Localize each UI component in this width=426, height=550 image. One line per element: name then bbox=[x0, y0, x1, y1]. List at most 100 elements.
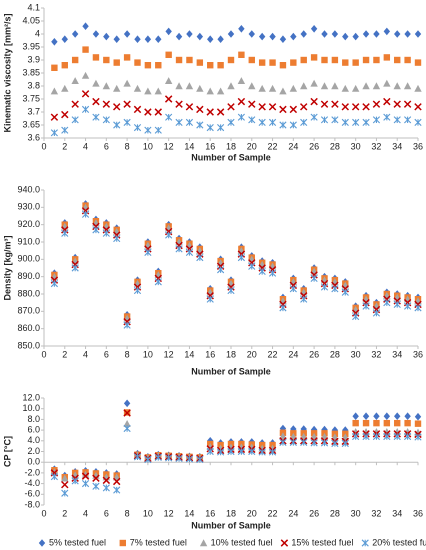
marker-x bbox=[133, 105, 142, 114]
marker-x bbox=[50, 113, 59, 121]
marker-square bbox=[165, 51, 172, 58]
marker-x bbox=[351, 309, 360, 317]
marker-x bbox=[144, 108, 152, 116]
marker-triangle bbox=[300, 82, 308, 90]
marker-triangle bbox=[268, 84, 277, 92]
marker-asterisk bbox=[206, 295, 214, 303]
x-tick-label: 22 bbox=[268, 349, 278, 359]
marker-square bbox=[321, 56, 328, 64]
marker-asterisk bbox=[268, 448, 277, 456]
marker-diamond bbox=[269, 32, 276, 41]
marker-diamond bbox=[414, 412, 422, 421]
marker-asterisk bbox=[61, 126, 69, 134]
marker-asterisk bbox=[268, 269, 277, 277]
y-tick-label: 3.65 bbox=[22, 119, 40, 129]
marker-diamond bbox=[362, 30, 370, 38]
marker-x bbox=[362, 103, 370, 111]
marker-triangle bbox=[113, 84, 121, 92]
marker-triangle bbox=[341, 84, 349, 92]
legend-label: 5% tested fuel bbox=[49, 537, 106, 547]
marker-diamond bbox=[248, 30, 255, 38]
marker-asterisk bbox=[320, 283, 329, 291]
marker-asterisk bbox=[361, 539, 369, 547]
x-axis-label: Number of Sample bbox=[191, 152, 271, 162]
marker-x bbox=[81, 207, 90, 215]
x-tick-label: 4 bbox=[83, 141, 88, 151]
marker-asterisk bbox=[310, 274, 318, 282]
marker-square bbox=[373, 56, 380, 64]
marker-diamond bbox=[290, 32, 297, 41]
x-tick-label: 32 bbox=[371, 349, 381, 359]
marker-asterisk bbox=[268, 118, 277, 126]
y-tick-label: 3.6 bbox=[27, 132, 40, 142]
marker-asterisk bbox=[362, 432, 370, 441]
marker-triangle bbox=[414, 84, 422, 92]
marker-triangle bbox=[237, 77, 246, 84]
y-tick-label: 910.0 bbox=[17, 236, 40, 246]
marker-diamond bbox=[38, 539, 46, 547]
marker-x bbox=[144, 245, 152, 253]
marker-diamond bbox=[352, 412, 359, 420]
marker-asterisk bbox=[372, 116, 381, 124]
x-tick-label: 10 bbox=[143, 141, 153, 151]
marker-triangle bbox=[50, 468, 59, 476]
marker-asterisk bbox=[133, 286, 142, 295]
marker-x bbox=[216, 262, 225, 270]
marker-asterisk bbox=[383, 299, 391, 307]
marker-x bbox=[289, 105, 298, 114]
marker-asterisk bbox=[102, 229, 110, 237]
marker-square bbox=[414, 59, 422, 66]
marker-x bbox=[268, 103, 277, 111]
marker-diamond bbox=[92, 30, 100, 38]
marker-asterisk bbox=[50, 280, 58, 288]
marker-asterisk bbox=[310, 113, 318, 121]
marker-asterisk bbox=[248, 262, 256, 270]
x-tick-label: 18 bbox=[226, 349, 236, 359]
marker-square bbox=[113, 59, 120, 66]
marker-x bbox=[102, 100, 111, 108]
y-tick-label: -4.0 bbox=[24, 478, 40, 488]
marker-x bbox=[216, 108, 225, 116]
marker-asterisk bbox=[352, 118, 360, 126]
marker-square bbox=[217, 62, 224, 69]
marker-square bbox=[92, 54, 100, 61]
marker-triangle bbox=[258, 84, 266, 92]
marker-x bbox=[403, 298, 412, 307]
marker-triangle bbox=[383, 428, 391, 435]
marker-diamond bbox=[123, 399, 131, 408]
marker-square bbox=[331, 56, 339, 64]
y-tick-label: 12.0 bbox=[22, 392, 40, 402]
x-tick-label: 8 bbox=[125, 141, 130, 151]
marker-triangle bbox=[279, 87, 287, 95]
marker-square bbox=[248, 56, 255, 64]
marker-asterisk bbox=[237, 113, 245, 121]
marker-asterisk bbox=[71, 477, 79, 485]
x-tick-label: 2 bbox=[62, 141, 67, 151]
marker-square bbox=[123, 54, 131, 61]
marker-asterisk bbox=[331, 439, 339, 448]
marker-asterisk bbox=[362, 118, 370, 126]
marker-asterisk bbox=[393, 116, 401, 124]
y-axis-label: Kinematic viscosity [mm²/s] bbox=[2, 13, 12, 132]
series bbox=[50, 90, 422, 121]
marker-x bbox=[61, 226, 69, 234]
x-tick-label: 26 bbox=[309, 141, 319, 151]
x-tick-label: 22 bbox=[268, 141, 278, 151]
marker-triangle bbox=[216, 87, 225, 95]
marker-diamond bbox=[144, 35, 152, 43]
marker-x bbox=[383, 97, 391, 106]
marker-asterisk bbox=[248, 116, 256, 124]
marker-x bbox=[299, 103, 308, 111]
marker-asterisk bbox=[404, 302, 412, 310]
series bbox=[51, 22, 422, 46]
y-tick-label: -8.0 bbox=[24, 499, 40, 509]
marker-triangle bbox=[144, 87, 152, 95]
marker-asterisk bbox=[258, 267, 266, 276]
y-tick-label: 3.95 bbox=[22, 41, 40, 51]
y-tick-label: 3.85 bbox=[22, 67, 40, 77]
marker-diamond bbox=[352, 32, 359, 41]
y-tick-label: 8.0 bbox=[27, 414, 40, 424]
marker-asterisk bbox=[227, 286, 235, 295]
y-tick-label: 920.0 bbox=[17, 219, 40, 229]
